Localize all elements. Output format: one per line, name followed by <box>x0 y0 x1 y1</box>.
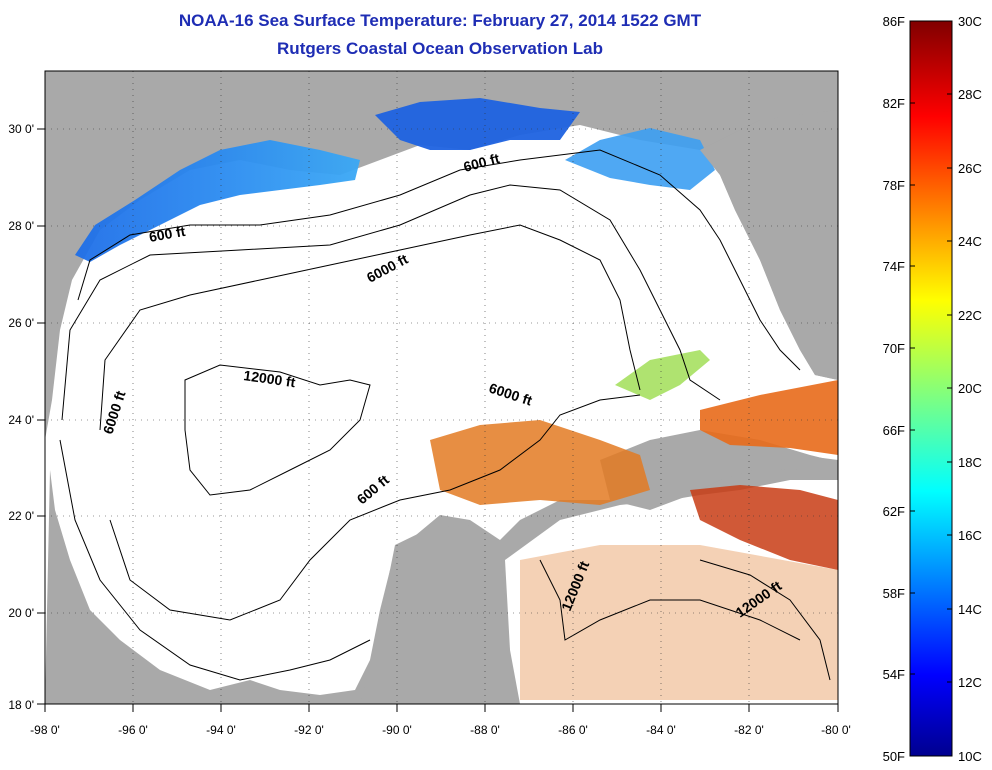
colorbar-f-label: 50F <box>883 749 905 764</box>
colorbar-c-label: 16C <box>958 528 982 543</box>
colorbar-c-label: 24C <box>958 234 982 249</box>
colorbar-c-label: 14C <box>958 602 982 617</box>
colorbar-c-label: 30C <box>958 14 982 29</box>
x-tick-label: -80 0' <box>821 723 851 737</box>
cuba <box>600 430 838 510</box>
florida <box>700 110 838 380</box>
sst-warm-patch-east <box>700 380 838 455</box>
sst-warm-scatter-south <box>520 545 838 700</box>
sst-cold-swath-central <box>375 98 580 150</box>
sst-cold-swath-west <box>75 140 360 262</box>
colorbar-c-label: 10C <box>958 749 982 764</box>
x-tick-label: -84 0' <box>646 723 676 737</box>
y-tick-label: 28 0' <box>8 219 34 233</box>
contour-label-600ft-west: 600 ft <box>148 223 187 245</box>
colorbar-fahrenheit-labels: 86F 82F 78F 74F 70F 66F 62F 58F 54F 50F <box>883 14 905 764</box>
axis-ticks <box>37 128 839 712</box>
colorbar-f-label: 66F <box>883 423 905 438</box>
colorbar-f-label: 78F <box>883 178 905 193</box>
sst-warm-patch-central <box>430 420 650 505</box>
map-area: 600 ft 600 ft 6000 ft 6000 ft 12000 ft 6… <box>45 71 838 704</box>
x-tick-label: -86 0' <box>558 723 588 737</box>
contour-label-12000ft-central: 12000 ft <box>243 367 297 390</box>
x-tick-label: -92 0' <box>294 723 324 737</box>
map-subtitle: Rutgers Coastal Ocean Observation Lab <box>277 39 603 58</box>
map-title: NOAA-16 Sea Surface Temperature: Februar… <box>178 11 702 30</box>
x-tick-label: -88 0' <box>470 723 500 737</box>
colorbar-f-label: 62F <box>883 504 905 519</box>
colorbar-f-label: 54F <box>883 667 905 682</box>
x-tick-label: -94 0' <box>206 723 236 737</box>
colorbar-c-label: 12C <box>958 675 982 690</box>
x-tick-label: -98 0' <box>30 723 60 737</box>
colorbar-c-label: 26C <box>958 161 982 176</box>
colorbar-f-label: 82F <box>883 96 905 111</box>
colorbar-c-label: 22C <box>958 308 982 323</box>
y-tick-label: 20 0' <box>8 606 34 620</box>
colorbar-f-label: 58F <box>883 586 905 601</box>
y-tick-label: 26 0' <box>8 316 34 330</box>
x-tick-label: -90 0' <box>382 723 412 737</box>
y-tick-label: 30 0' <box>8 122 34 136</box>
colorbar-f-label: 70F <box>883 341 905 356</box>
y-tick-label: 22 0' <box>8 509 34 523</box>
colorbar-celsius-labels: 30C 28C 26C 24C 22C 20C 18C 16C 14C 12C … <box>958 14 982 764</box>
y-tick-label: 18 0' <box>8 698 34 712</box>
colorbar-f-label: 86F <box>883 14 905 29</box>
x-tick-label: -82 0' <box>734 723 764 737</box>
colorbar-c-label: 20C <box>958 381 982 396</box>
y-tick-label: 24 0' <box>8 413 34 427</box>
yucatan <box>360 525 515 704</box>
colorbar <box>909 20 953 757</box>
sst-warm-patch-caribbean <box>690 485 838 570</box>
colorbar-c-label: 28C <box>958 87 982 102</box>
x-tick-label: -96 0' <box>118 723 148 737</box>
colorbar-c-label: 18C <box>958 455 982 470</box>
colorbar-ticks <box>910 93 952 683</box>
sst-cold-swath-east <box>565 128 715 190</box>
y-tick-labels: 18 0' 20 0' 22 0' 24 0' 26 0' 28 0' 30 0… <box>8 122 34 712</box>
x-tick-labels: -98 0' -96 0' -94 0' -92 0' -90 0' -88 0… <box>30 723 851 737</box>
colorbar-f-label: 74F <box>883 259 905 274</box>
sst-cool-swath-keys <box>615 350 710 400</box>
map-frame <box>44 70 839 705</box>
graticule <box>45 71 838 704</box>
bathymetry-contours <box>59 149 831 681</box>
